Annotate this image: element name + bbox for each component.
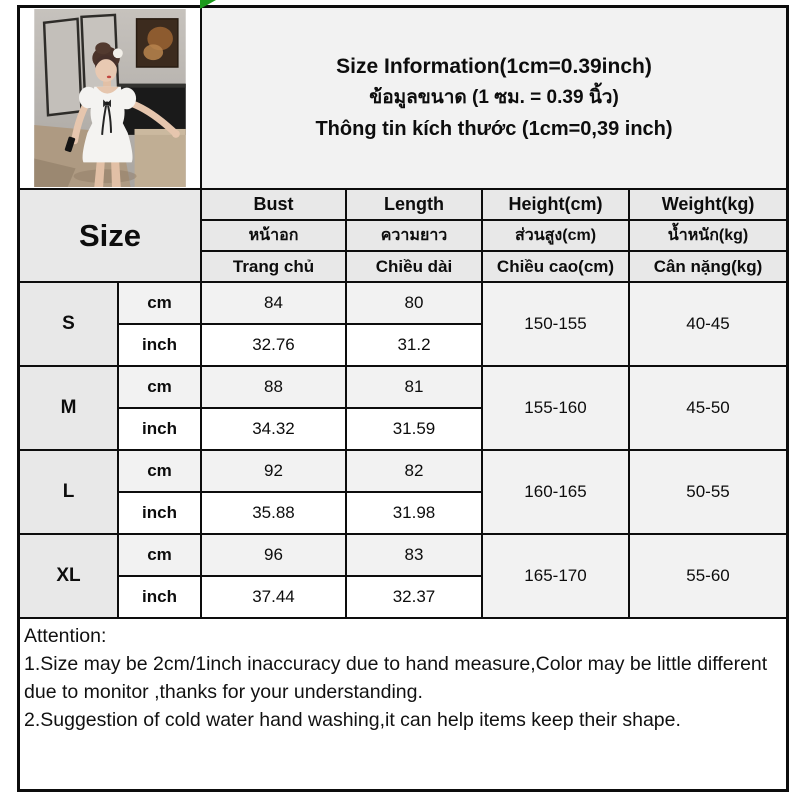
size-row-m-inch: inch 34.32 31.59 bbox=[20, 407, 786, 451]
size-label-m: M bbox=[19, 365, 119, 451]
bust-cm-xl: 96 bbox=[200, 533, 347, 577]
size-row-s-cm: S cm 84 80 150-155 40-45 bbox=[19, 281, 788, 367]
col-header-height-en: Height(cm) bbox=[481, 188, 630, 221]
product-photo bbox=[34, 10, 186, 187]
photo-title-row: Size Information(1cm=0.39inch) ข้อมูลขนา… bbox=[19, 7, 788, 190]
size-row-xl-inch: inch 37.44 32.37 bbox=[20, 575, 786, 618]
attention-note-2: 2.Suggestion of cold water hand washing,… bbox=[24, 709, 681, 731]
col-header-height-vi: Chiều cao(cm) bbox=[481, 250, 630, 283]
attention-note-1: 1.Size may be 2cm/1inch inaccuracy due t… bbox=[24, 653, 768, 703]
bust-cm-l: 92 bbox=[200, 449, 347, 493]
length-inch-l: 31.98 bbox=[345, 491, 483, 535]
title-vietnamese: Thông tin kích thước (1cm=0,39 inch) bbox=[315, 118, 673, 140]
size-table: Size Information(1cm=0.39inch) ข้อมูลขนา… bbox=[19, 7, 788, 618]
size-label-xl: XL bbox=[19, 533, 119, 618]
col-header-height-th: ส่วนสูง(cm) bbox=[481, 219, 630, 252]
size-row-m-cm: M cm 88 81 155-160 45-50 bbox=[19, 365, 788, 451]
col-header-bust-th: หน้าอก bbox=[200, 219, 347, 252]
weight-range-l: 50-55 bbox=[627, 449, 788, 535]
size-label-s: S bbox=[19, 281, 119, 367]
bust-inch-m: 34.32 bbox=[200, 407, 347, 451]
col-header-bust-vi: Trang chủ bbox=[200, 250, 347, 283]
size-column-header: Size bbox=[19, 188, 202, 283]
col-header-weight-vi: Cân nặng(kg) bbox=[627, 250, 788, 283]
title-cell: Size Information(1cm=0.39inch) ข้อมูลขนา… bbox=[199, 7, 788, 190]
unit-cm: cm bbox=[117, 449, 202, 493]
weight-range-xl: 55-60 bbox=[627, 533, 788, 618]
size-chart-sheet: Size Information(1cm=0.39inch) ข้อมูลขนา… bbox=[17, 5, 789, 792]
unit-cm: cm bbox=[117, 365, 202, 409]
length-cm-m: 81 bbox=[345, 365, 483, 409]
attention-title: Attention: bbox=[24, 625, 107, 647]
bust-cm-s: 84 bbox=[200, 281, 347, 325]
col-header-bust-en: Bust bbox=[200, 188, 347, 221]
col-header-length-th: ความยาว bbox=[345, 219, 483, 252]
length-cm-xl: 83 bbox=[345, 533, 483, 577]
title-thai: ข้อมูลขนาด (1 ซม. = 0.39 นิ้ว) bbox=[369, 87, 619, 108]
height-range-s: 150-155 bbox=[481, 281, 630, 367]
weight-range-m: 45-50 bbox=[627, 365, 788, 451]
height-range-l: 160-165 bbox=[481, 449, 630, 535]
attention-section: Attention: 1.Size may be 2cm/1inch inacc… bbox=[20, 617, 786, 781]
header-row-thai: หน้าอก ความยาว ส่วนสูง(cm) น้ำหนัก(kg) bbox=[20, 219, 788, 252]
col-header-weight-th: น้ำหนัก(kg) bbox=[627, 219, 788, 252]
title-english: Size Information(1cm=0.39inch) bbox=[336, 55, 652, 78]
green-corner-marker-icon bbox=[200, 0, 216, 9]
length-inch-s: 31.2 bbox=[345, 323, 483, 367]
unit-inch: inch bbox=[117, 575, 202, 618]
size-row-l-inch: inch 35.88 31.98 bbox=[20, 491, 786, 535]
col-header-length-en: Length bbox=[345, 188, 483, 221]
height-range-xl: 165-170 bbox=[481, 533, 630, 618]
col-header-length-vi: Chiều dài bbox=[345, 250, 483, 283]
header-row-english: Size Bust Length Height(cm) Weight(kg) bbox=[19, 188, 788, 283]
height-range-m: 155-160 bbox=[481, 365, 630, 451]
product-photo-cell bbox=[19, 7, 202, 190]
size-row-xl-cm: XL cm 96 83 165-170 55-60 bbox=[19, 533, 788, 618]
product-photo-frame bbox=[22, 10, 199, 187]
unit-inch: inch bbox=[117, 323, 202, 367]
size-label-l: L bbox=[19, 449, 119, 535]
unit-inch: inch bbox=[117, 407, 202, 451]
length-inch-m: 31.59 bbox=[345, 407, 483, 451]
bust-inch-s: 32.76 bbox=[200, 323, 347, 367]
bust-cm-m: 88 bbox=[200, 365, 347, 409]
header-row-vietnamese: Trang chủ Chiều dài Chiều cao(cm) Cân nặ… bbox=[20, 250, 788, 283]
length-cm-s: 80 bbox=[345, 281, 483, 325]
length-inch-xl: 32.37 bbox=[345, 575, 483, 618]
col-header-weight-en: Weight(kg) bbox=[627, 188, 788, 221]
unit-cm: cm bbox=[117, 281, 202, 325]
length-cm-l: 82 bbox=[345, 449, 483, 493]
bust-inch-l: 35.88 bbox=[200, 491, 347, 535]
size-row-l-cm: L cm 92 82 160-165 50-55 bbox=[19, 449, 788, 535]
unit-cm: cm bbox=[117, 533, 202, 577]
size-row-s-inch: inch 32.76 31.2 bbox=[20, 323, 786, 367]
bust-inch-xl: 37.44 bbox=[200, 575, 347, 618]
unit-inch: inch bbox=[117, 491, 202, 535]
weight-range-s: 40-45 bbox=[627, 281, 788, 367]
